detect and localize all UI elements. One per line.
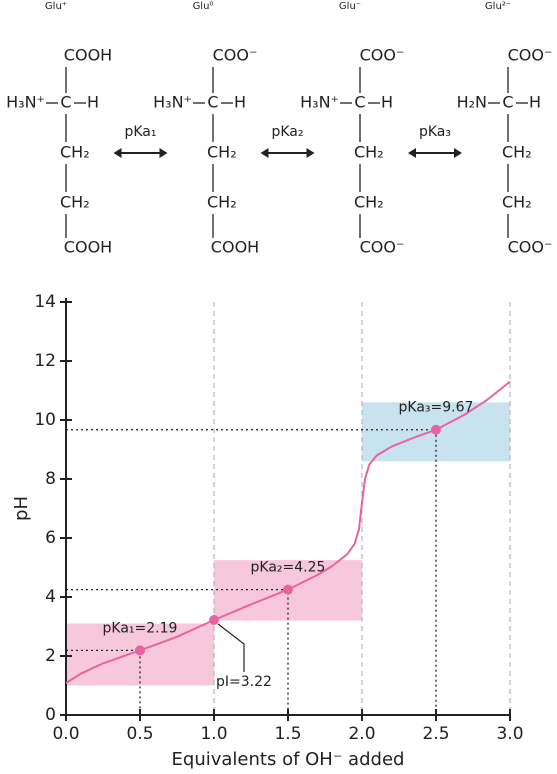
annotation: pKa₃=9.67 [399, 400, 474, 416]
annotation-name: pKa₂ [251, 560, 283, 576]
key-point [209, 615, 219, 626]
y-tick-label: 2 [45, 646, 56, 666]
alpha-carbon: C [207, 93, 218, 112]
annotation-name: pI [216, 674, 229, 690]
alpha-carbon: C [502, 93, 513, 112]
key-point [135, 645, 145, 656]
key-point [283, 584, 293, 595]
x-tick-label: 1.5 [274, 724, 301, 744]
annotation: pKa₂=4.25 [251, 560, 326, 576]
x-tick-label: 2.0 [348, 724, 375, 744]
methylene: CH₂ [354, 193, 384, 212]
methylene: CH₂ [207, 143, 237, 162]
y-tick-label: 6 [45, 528, 56, 548]
amino-group: H₃N⁺ [6, 93, 45, 112]
methylene: CH₂ [207, 193, 237, 212]
hydrogen: H [234, 93, 246, 112]
amino-group: H₃N⁺ [153, 93, 192, 112]
methylene: CH₂ [502, 143, 532, 162]
key-point [431, 424, 441, 435]
y-tick-label: 14 [34, 292, 56, 312]
annotation-value: =4.25 [283, 560, 326, 576]
bottom-group: COOH [64, 238, 112, 257]
x-tick-label: 2.5 [422, 724, 449, 744]
alpha-carbon: C [60, 93, 71, 112]
species-name: Glu⁺ [45, 1, 67, 12]
equilibrium-label: pKa₃ [419, 124, 451, 140]
y-tick-label: 4 [45, 587, 56, 607]
titration-curve [65, 380, 511, 684]
x-tick-label: 3.0 [496, 724, 523, 744]
y-axis-label: pH [11, 496, 32, 521]
y-tick-label: 0 [45, 705, 56, 725]
annotation-value: =9.67 [431, 400, 474, 416]
y-tick-label: 8 [45, 469, 56, 489]
bottom-group: COO⁻ [360, 238, 405, 257]
top-group: COOH [64, 46, 112, 65]
methylene: CH₂ [502, 193, 532, 212]
equilibrium-label: pKa₁ [124, 124, 156, 140]
methylene: CH₂ [60, 193, 90, 212]
annotation: pKa₁=2.19 [103, 620, 178, 636]
top-group: COO⁻ [508, 46, 553, 65]
annotation-name: pKa₁ [103, 620, 135, 636]
annotation-value: =3.22 [229, 674, 272, 690]
top-group: COO⁻ [360, 46, 405, 65]
leader-line [217, 623, 245, 673]
equilibrium-label: pKa₂ [271, 124, 303, 140]
hydrogen: H [381, 93, 393, 112]
bottom-group: COOH [211, 238, 259, 257]
hydrogen: H [87, 93, 99, 112]
y-tick-label: 10 [34, 410, 56, 430]
x-axis-label: Equivalents of OH⁻ added [172, 749, 405, 770]
species-name: Glu²⁻ [485, 1, 511, 12]
annotation-name: pKa₃ [399, 400, 431, 416]
alpha-carbon: C [354, 93, 365, 112]
methylene: CH₂ [354, 143, 384, 162]
amino-group: H₂N [457, 93, 487, 112]
x-tick-label: 0.5 [126, 724, 153, 744]
methylene: CH₂ [60, 143, 90, 162]
x-tick-label: 1.0 [200, 724, 227, 744]
y-tick-label: 12 [34, 351, 56, 371]
bottom-group: COO⁻ [508, 238, 553, 257]
species-name: Glu⁰ [193, 1, 214, 12]
hydrogen: H [529, 93, 541, 112]
top-group: COO⁻ [213, 46, 258, 65]
annotation: pI=3.22 [216, 674, 272, 690]
x-tick-label: 0.0 [52, 724, 79, 744]
annotation-value: =2.19 [135, 620, 178, 636]
species-name: Glu⁻ [339, 1, 361, 12]
amino-group: H₃N⁺ [300, 93, 339, 112]
